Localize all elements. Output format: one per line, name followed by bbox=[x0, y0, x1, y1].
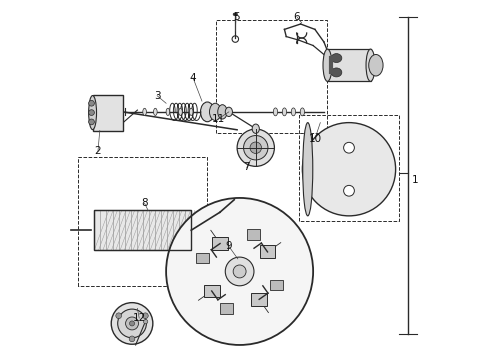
Text: 9: 9 bbox=[225, 241, 232, 251]
Ellipse shape bbox=[233, 13, 238, 16]
Ellipse shape bbox=[210, 103, 221, 121]
Circle shape bbox=[233, 265, 246, 278]
Ellipse shape bbox=[282, 108, 287, 116]
Circle shape bbox=[111, 303, 153, 344]
Circle shape bbox=[343, 142, 354, 153]
Ellipse shape bbox=[252, 124, 259, 134]
Ellipse shape bbox=[302, 123, 395, 216]
Ellipse shape bbox=[273, 108, 278, 116]
Circle shape bbox=[118, 309, 147, 338]
Text: 3: 3 bbox=[154, 91, 160, 101]
Circle shape bbox=[166, 198, 313, 345]
Bar bbox=[270, 280, 283, 290]
Bar bbox=[212, 237, 228, 250]
Circle shape bbox=[143, 313, 148, 319]
Circle shape bbox=[237, 129, 274, 166]
Circle shape bbox=[125, 317, 139, 330]
Bar bbox=[93, 95, 123, 131]
Text: 4: 4 bbox=[190, 73, 196, 83]
Ellipse shape bbox=[200, 102, 214, 122]
Circle shape bbox=[129, 336, 135, 342]
Circle shape bbox=[250, 142, 262, 153]
Ellipse shape bbox=[89, 95, 97, 130]
Circle shape bbox=[89, 110, 95, 116]
Text: 7: 7 bbox=[244, 162, 250, 172]
Bar bbox=[204, 284, 220, 297]
Bar bbox=[251, 293, 267, 306]
Ellipse shape bbox=[303, 123, 313, 216]
Ellipse shape bbox=[323, 49, 332, 81]
Ellipse shape bbox=[218, 105, 227, 119]
Bar bbox=[196, 253, 209, 263]
Bar bbox=[260, 246, 275, 258]
Ellipse shape bbox=[366, 49, 375, 81]
Circle shape bbox=[244, 135, 268, 160]
Bar bbox=[327, 49, 370, 81]
Bar bbox=[95, 211, 191, 250]
Ellipse shape bbox=[291, 108, 295, 116]
Ellipse shape bbox=[225, 107, 232, 117]
Circle shape bbox=[343, 185, 354, 196]
Ellipse shape bbox=[368, 54, 383, 76]
Text: 2: 2 bbox=[95, 146, 101, 156]
Ellipse shape bbox=[143, 108, 147, 116]
Circle shape bbox=[89, 119, 95, 125]
Ellipse shape bbox=[166, 108, 170, 116]
Text: 8: 8 bbox=[141, 198, 148, 208]
Bar bbox=[246, 229, 260, 240]
Circle shape bbox=[129, 321, 135, 326]
Ellipse shape bbox=[179, 108, 182, 116]
Ellipse shape bbox=[144, 319, 148, 324]
Bar bbox=[220, 303, 233, 314]
Ellipse shape bbox=[153, 108, 157, 116]
Text: 1: 1 bbox=[412, 175, 418, 185]
Circle shape bbox=[225, 257, 254, 286]
Circle shape bbox=[116, 313, 122, 319]
Text: 12: 12 bbox=[133, 313, 146, 323]
Text: 6: 6 bbox=[294, 12, 300, 22]
Bar bbox=[95, 211, 191, 250]
Circle shape bbox=[89, 100, 95, 106]
Text: 11: 11 bbox=[212, 114, 225, 124]
Text: 5: 5 bbox=[233, 12, 239, 22]
Ellipse shape bbox=[300, 108, 304, 116]
Ellipse shape bbox=[331, 54, 342, 63]
Text: 10: 10 bbox=[308, 134, 321, 144]
Ellipse shape bbox=[331, 68, 342, 77]
Ellipse shape bbox=[190, 108, 193, 116]
